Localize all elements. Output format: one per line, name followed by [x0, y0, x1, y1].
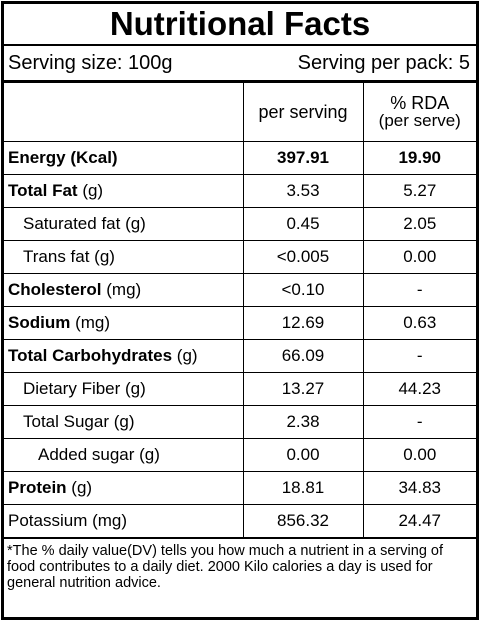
- nutrient-cell: Cholesterol (mg): [4, 273, 244, 307]
- nutrient-name: Dietary Fiber (g): [23, 379, 146, 398]
- nutrient-unit: (mg): [106, 280, 142, 299]
- nutrient-cell: Protein (g): [4, 471, 244, 505]
- nutrient-name: Total Sugar (g): [23, 412, 135, 431]
- nutrition-table: per serving % RDA (per serve) Energy (Kca…: [4, 82, 476, 538]
- per-serving-cell: 12.69: [242, 306, 364, 340]
- rda-cell: 44.23: [362, 372, 476, 406]
- table-row: Saturated fat (g) 0.45 2.05: [4, 207, 476, 241]
- nutrient-cell: Sodium (mg): [4, 306, 244, 340]
- rda-cell: 34.83: [362, 471, 476, 505]
- nutrient-name: Sodium: [8, 313, 71, 332]
- nutrient-name: Added sugar (g): [38, 445, 160, 464]
- nutrient-cell: Total Sugar (g): [4, 405, 244, 439]
- nutrient-cell: Energy (Kcal): [4, 141, 244, 175]
- footnote: *The % daily value(DV) tells you how muc…: [4, 538, 476, 595]
- header-cell: [4, 82, 244, 142]
- header-cell: % RDA (per serve): [362, 82, 476, 142]
- serving-per-pack: Serving per pack: 5: [297, 51, 470, 74]
- rda-cell: 5.27: [362, 174, 476, 208]
- nutrient-cell: Trans fat (g): [4, 240, 244, 274]
- table-row: Trans fat (g) <0.005 0.00: [4, 240, 476, 274]
- nutrient-cell: Total Fat (g): [4, 174, 244, 208]
- nutrient-name: Protein: [8, 478, 67, 497]
- table-row: Total Sugar (g) 2.38-: [4, 405, 476, 439]
- rda-cell: 0.00: [362, 240, 476, 274]
- rda-cell: -: [362, 273, 476, 307]
- per-serving-cell: 18.81: [242, 471, 364, 505]
- nutrient-cell: Dietary Fiber (g): [4, 372, 244, 406]
- header-subtext: (per serve): [378, 111, 461, 130]
- per-serving-cell: 66.09: [242, 339, 364, 373]
- nutrient-cell: Potassium (mg): [4, 504, 244, 538]
- nutrient-name: Saturated fat (g): [23, 214, 146, 233]
- nutrient-cell: Saturated fat (g): [4, 207, 244, 241]
- rda-cell: -: [362, 405, 476, 439]
- per-serving-cell: 0.00: [242, 438, 364, 472]
- table-row: Dietary Fiber (g) 13.27 44.23: [4, 372, 476, 406]
- table-row: Total Fat (g) 3.53 5.27: [4, 174, 476, 208]
- per-serving-cell: 397.91: [242, 141, 364, 175]
- nutrient-unit: (g): [82, 181, 104, 200]
- serving-size: Serving size: 100g: [8, 51, 173, 74]
- table-row: Protein (g) 18.81 34.83: [4, 471, 476, 505]
- table-row: Energy (Kcal) 397.91 19.90: [4, 141, 476, 175]
- rda-cell: 24.47: [362, 504, 476, 538]
- per-serving-cell: 3.53: [242, 174, 364, 208]
- per-serving-cell: <0.005: [242, 240, 364, 274]
- table-row: Added sugar (g) 0.00 0.00: [4, 438, 476, 472]
- table-row: Cholesterol (mg) <0.10-: [4, 273, 476, 307]
- rda-cell: -: [362, 339, 476, 373]
- table-row: Sodium (mg) 12.69 0.63: [4, 306, 476, 340]
- nutrient-name: Total Carbohydrates: [8, 346, 173, 365]
- serving-row: Serving size: 100g Serving per pack: 5: [4, 46, 476, 82]
- per-serving-cell: <0.10: [242, 273, 364, 307]
- rda-cell: 2.05: [362, 207, 476, 241]
- nutrient-unit: (g): [71, 478, 93, 497]
- table-row: Potassium (mg) 856.32 24.47: [4, 504, 476, 538]
- nutrient-cell: Total Carbohydrates (g): [4, 339, 244, 373]
- rda-cell: 19.90: [362, 141, 476, 175]
- title: Nutritional Facts: [4, 4, 476, 46]
- table-row: Total Carbohydrates (g) 66.09-: [4, 339, 476, 373]
- nutrient-name: Cholesterol: [8, 280, 102, 299]
- per-serving-cell: 2.38: [242, 405, 364, 439]
- nutrient-name: Energy (Kcal): [8, 148, 118, 167]
- header-text: % RDA: [390, 93, 450, 113]
- rda-cell: 0.00: [362, 438, 476, 472]
- nutrient-unit: (g): [176, 346, 198, 365]
- per-serving-cell: 0.45: [242, 207, 364, 241]
- nutrient-name: Potassium (mg): [8, 511, 128, 530]
- nutrient-unit: (mg): [75, 313, 111, 332]
- nutrient-cell: Added sugar (g): [4, 438, 244, 472]
- table-body: per serving % RDA (per serve) Energy (Kca…: [4, 82, 476, 538]
- nutrient-name: Total Fat: [8, 181, 78, 200]
- rda-cell: 0.63: [362, 306, 476, 340]
- per-serving-cell: 13.27: [242, 372, 364, 406]
- header-cell: per serving: [242, 82, 364, 142]
- header-row: per serving % RDA (per serve): [4, 82, 476, 142]
- nutrient-name: Trans fat (g): [23, 247, 115, 266]
- per-serving-cell: 856.32: [242, 504, 364, 538]
